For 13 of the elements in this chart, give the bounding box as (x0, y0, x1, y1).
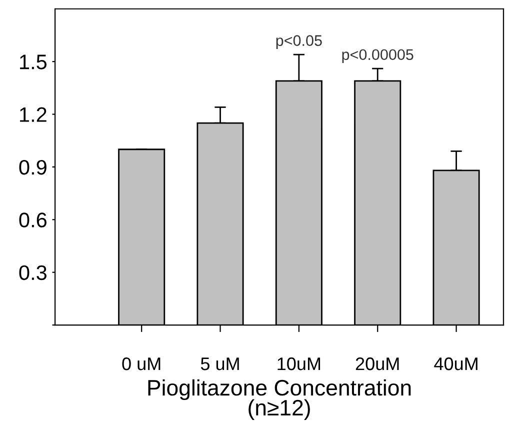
x-tick-label: 5 uM (200, 358, 239, 370)
x-tick-label: 10uM (278, 357, 320, 370)
x-tick-label: 40uM (434, 357, 478, 370)
y-tick-label: 1.5 (20, 54, 47, 70)
y-tick-label: 0.9 (19, 160, 46, 175)
annotation: p<0.05 (276, 35, 322, 49)
x-tick-label: 20uM (356, 357, 399, 370)
y-tick-label: 0.6 (19, 212, 46, 228)
y-tick-label: 0.3 (19, 265, 46, 280)
x-axis-title: Pioglitazone Concentration (n≥12) (148, 379, 411, 420)
annotation: p<0.00005 (342, 49, 414, 64)
x-tick-label: 0 uM (122, 357, 160, 370)
y-tick-label: 1.2 (20, 107, 46, 122)
